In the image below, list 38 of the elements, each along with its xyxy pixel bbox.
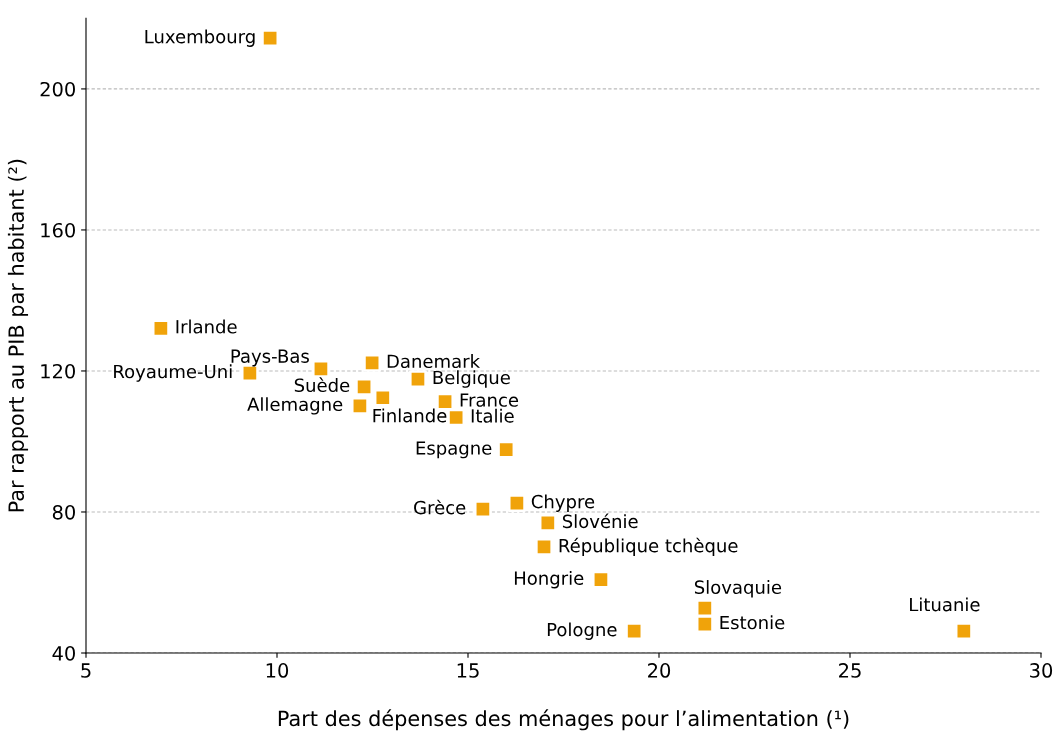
annotation: Estonie [720, 615, 785, 630]
annotation: Pays-Bas [231, 349, 309, 367]
y-tick-label: 160 [41, 222, 75, 238]
annotation: Slovaquie [694, 580, 782, 598]
annotation: Lituanie [910, 597, 980, 612]
x-tick-label: 10 [266, 663, 289, 678]
x-tick-label: 20 [648, 663, 671, 678]
annotation: Hongrie [514, 570, 584, 589]
annotation: Finlande [373, 408, 447, 423]
annotation: Danemark [387, 354, 481, 369]
x-axis-title: Part des dépenses des ménages pour l’alimentation (¹) [278, 709, 849, 731]
annotation: Luxembourg [145, 29, 255, 47]
x-tick-label: 25 [839, 663, 861, 678]
y-tick-label: 200 [40, 81, 75, 97]
annotation: Allemagne [247, 397, 343, 415]
x-tick-label: 30 [1030, 663, 1053, 678]
annotation: Chypre [531, 494, 595, 512]
annotation: Belgique [433, 370, 510, 388]
annotation: France [460, 393, 519, 407]
point [508, 494, 526, 513]
annotation: Irlande [176, 319, 237, 334]
point [535, 538, 553, 556]
y-tick-label: 120 [41, 363, 75, 379]
point [409, 370, 427, 388]
annotation: Espagne [416, 441, 492, 459]
annotation: Royaume-Uni [114, 364, 232, 382]
point [351, 397, 369, 415]
annotation: République tchèque [559, 537, 738, 556]
x-tick-label: 5 [81, 663, 91, 678]
y-tick-label: 80 [52, 504, 75, 520]
x-tick-label: 15 [457, 663, 479, 678]
annotation: Pologne [547, 622, 617, 640]
annotation: Grèce [414, 499, 466, 515]
y-tick-label: 40 [52, 645, 75, 661]
annotation: Italie [471, 408, 514, 423]
y-axis-title: Par rapport au PIB par habitant (²) [7, 159, 29, 512]
annotation: Suède [294, 377, 350, 393]
annotation: Slovénie [562, 513, 638, 529]
